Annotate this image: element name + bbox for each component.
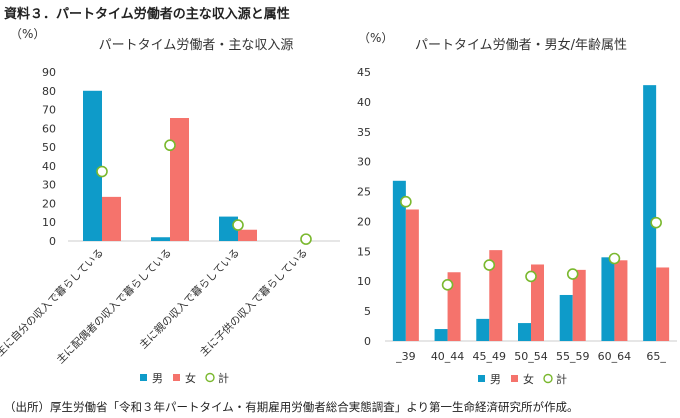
y-tick-label: 10 — [42, 216, 56, 229]
bar-male-4 — [559, 294, 573, 341]
marker-total-2 — [483, 259, 496, 271]
y-tick-label: 25 — [357, 186, 371, 199]
marker-total-1 — [164, 139, 176, 152]
y-axis-label: （%） — [10, 27, 45, 41]
y-tick-label: 40 — [42, 160, 56, 173]
legend-label: 計 — [218, 371, 229, 385]
bar-female-5 — [614, 260, 628, 341]
legend-label: 計 — [556, 372, 567, 386]
legend-swatch — [543, 373, 553, 384]
marker-total-0 — [96, 165, 108, 178]
y-tick-label: 90 — [42, 66, 56, 79]
bar-male-1 — [151, 237, 170, 241]
legend-label: 男 — [152, 372, 163, 385]
bar-male-2 — [476, 318, 490, 341]
y-tick-label: 5 — [364, 305, 371, 318]
marker-total-4 — [566, 268, 579, 280]
y-tick-label: 35 — [357, 126, 371, 139]
y-axis-label: （%） — [358, 31, 393, 45]
bar-male-6 — [643, 85, 657, 341]
bar-female-1 — [170, 118, 189, 241]
marker-total-2 — [232, 219, 244, 231]
bar-male-5 — [601, 257, 615, 341]
bar-male-1 — [434, 329, 448, 341]
bar-female-2 — [238, 229, 257, 241]
legend-swatch — [511, 375, 518, 382]
y-tick-label: 50 — [42, 141, 56, 154]
marker-total-1 — [441, 279, 454, 291]
legend-label: 男 — [490, 373, 501, 386]
y-tick-label: 45 — [357, 66, 371, 79]
marker-total-0 — [400, 195, 412, 208]
x-tick-label: 40_44 — [431, 350, 465, 363]
bar-female-3 — [531, 264, 544, 341]
bar-female-0 — [405, 209, 419, 341]
x-tick-label: 45_49 — [473, 350, 507, 363]
y-tick-label: 30 — [42, 179, 56, 192]
chart-gender-age: パートタイム労働者・男女/年齢属性 （%） 0 5 10 15 20 25 30 35 40 45 _3… — [357, 31, 677, 386]
chart-title: パートタイム労働者・主な収入源 — [99, 38, 294, 53]
bar-female-2 — [489, 250, 503, 341]
bar-male-0 — [83, 90, 102, 242]
y-tick-label: 15 — [357, 245, 371, 258]
y-tick-label: 20 — [357, 215, 371, 228]
bar-female-4 — [572, 269, 586, 341]
legend-swatch — [478, 375, 485, 382]
x-tick-label: 65_ — [646, 350, 666, 363]
marker-total-3 — [300, 233, 312, 245]
legend-swatch — [173, 374, 180, 381]
y-tick-label: 10 — [357, 275, 371, 288]
legend-label: 女 — [523, 372, 534, 386]
y-tick-label: 30 — [357, 156, 371, 169]
y-tick-label: 40 — [357, 96, 371, 109]
legend-swatch — [205, 372, 215, 383]
y-tick-label: 0 — [49, 235, 56, 248]
marker-total-5 — [608, 252, 621, 265]
legend-swatch — [140, 374, 147, 381]
bar-male-3 — [518, 323, 531, 341]
chart-income-source: パートタイム労働者・主な収入源（%）0102030405060708090主に自… — [0, 27, 340, 385]
x-tick-label: _39 — [395, 350, 416, 363]
y-tick-label: 80 — [42, 85, 56, 98]
x-tick-label: 50_54 — [514, 350, 548, 363]
x-tick-label: 55_59 — [556, 350, 590, 363]
chart-title: パートタイム労働者・男女/年齢属性 — [415, 37, 627, 53]
bar-male-0 — [392, 180, 406, 341]
bar-female-0 — [102, 196, 121, 241]
figure-title: 資料３．パートタイム労働者の主な収入源と属性 — [4, 7, 290, 22]
source-note: （出所）厚生労働省「令和３年パートタイム・有期雇用労働者総合実態調査」より第一生… — [4, 400, 579, 414]
bar-female-6 — [656, 267, 670, 341]
y-tick-label: 0 — [364, 335, 371, 348]
y-tick-label: 70 — [42, 104, 56, 117]
marker-total-3 — [525, 270, 537, 283]
legend-label: 女 — [185, 371, 196, 385]
x-tick-label: 60_64 — [598, 350, 632, 363]
y-tick-label: 20 — [42, 197, 56, 210]
y-tick-label: 60 — [42, 122, 56, 135]
marker-total-6 — [650, 216, 662, 229]
